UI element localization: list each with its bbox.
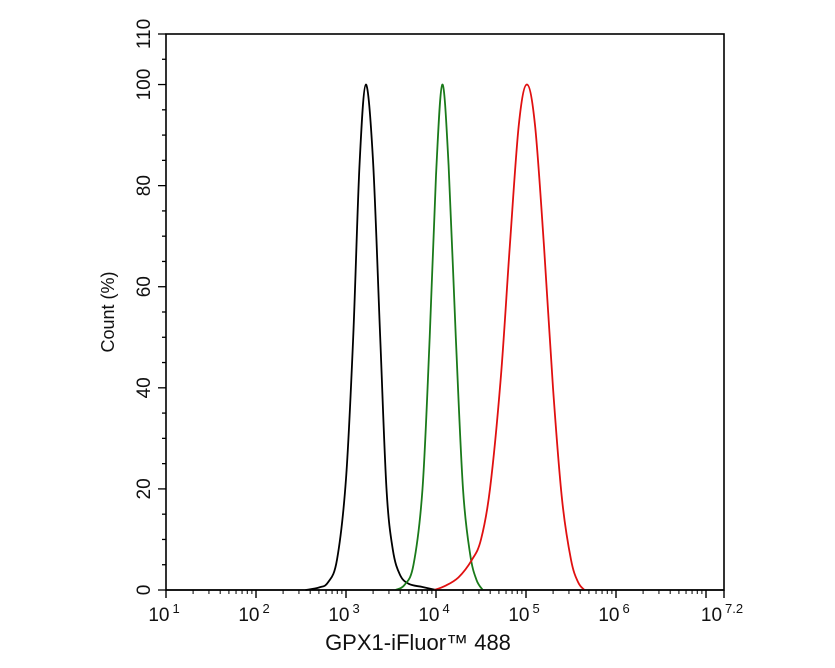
x-tick-label: 10 5 <box>508 601 539 626</box>
x-axis-title: GPX1-iFluor™ 488 <box>325 630 511 655</box>
curve-black-control <box>305 83 437 591</box>
x-tick-label: 10 7.2 <box>701 601 743 626</box>
curve-red <box>433 83 586 591</box>
y-tick-label: 60 <box>134 276 155 297</box>
x-tick-label: 10 6 <box>598 601 629 626</box>
y-tick-label: 110 <box>134 19 155 49</box>
y-axis-title: Count (%) <box>98 271 118 352</box>
x-tick-label: 10 2 <box>238 601 269 626</box>
plot-frame <box>165 33 725 591</box>
y-axis-ticks: 0 20 40 60 80 100 110 <box>134 19 166 595</box>
x-tick-label: 10 1 <box>148 601 179 626</box>
y-tick-label: 100 <box>134 69 155 101</box>
y-tick-label: 80 <box>134 175 155 196</box>
y-tick-label: 40 <box>134 377 155 398</box>
x-tick-label: 10 4 <box>418 601 449 626</box>
curve-green <box>395 83 484 591</box>
y-tick-label: 20 <box>134 478 155 499</box>
histogram-curves <box>166 83 724 591</box>
x-axis-ticks: 10 1 10 2 10 3 10 4 10 5 10 6 10 7.2 <box>148 590 743 626</box>
x-tick-label: 10 3 <box>328 601 359 626</box>
y-tick-label: 0 <box>134 585 155 596</box>
